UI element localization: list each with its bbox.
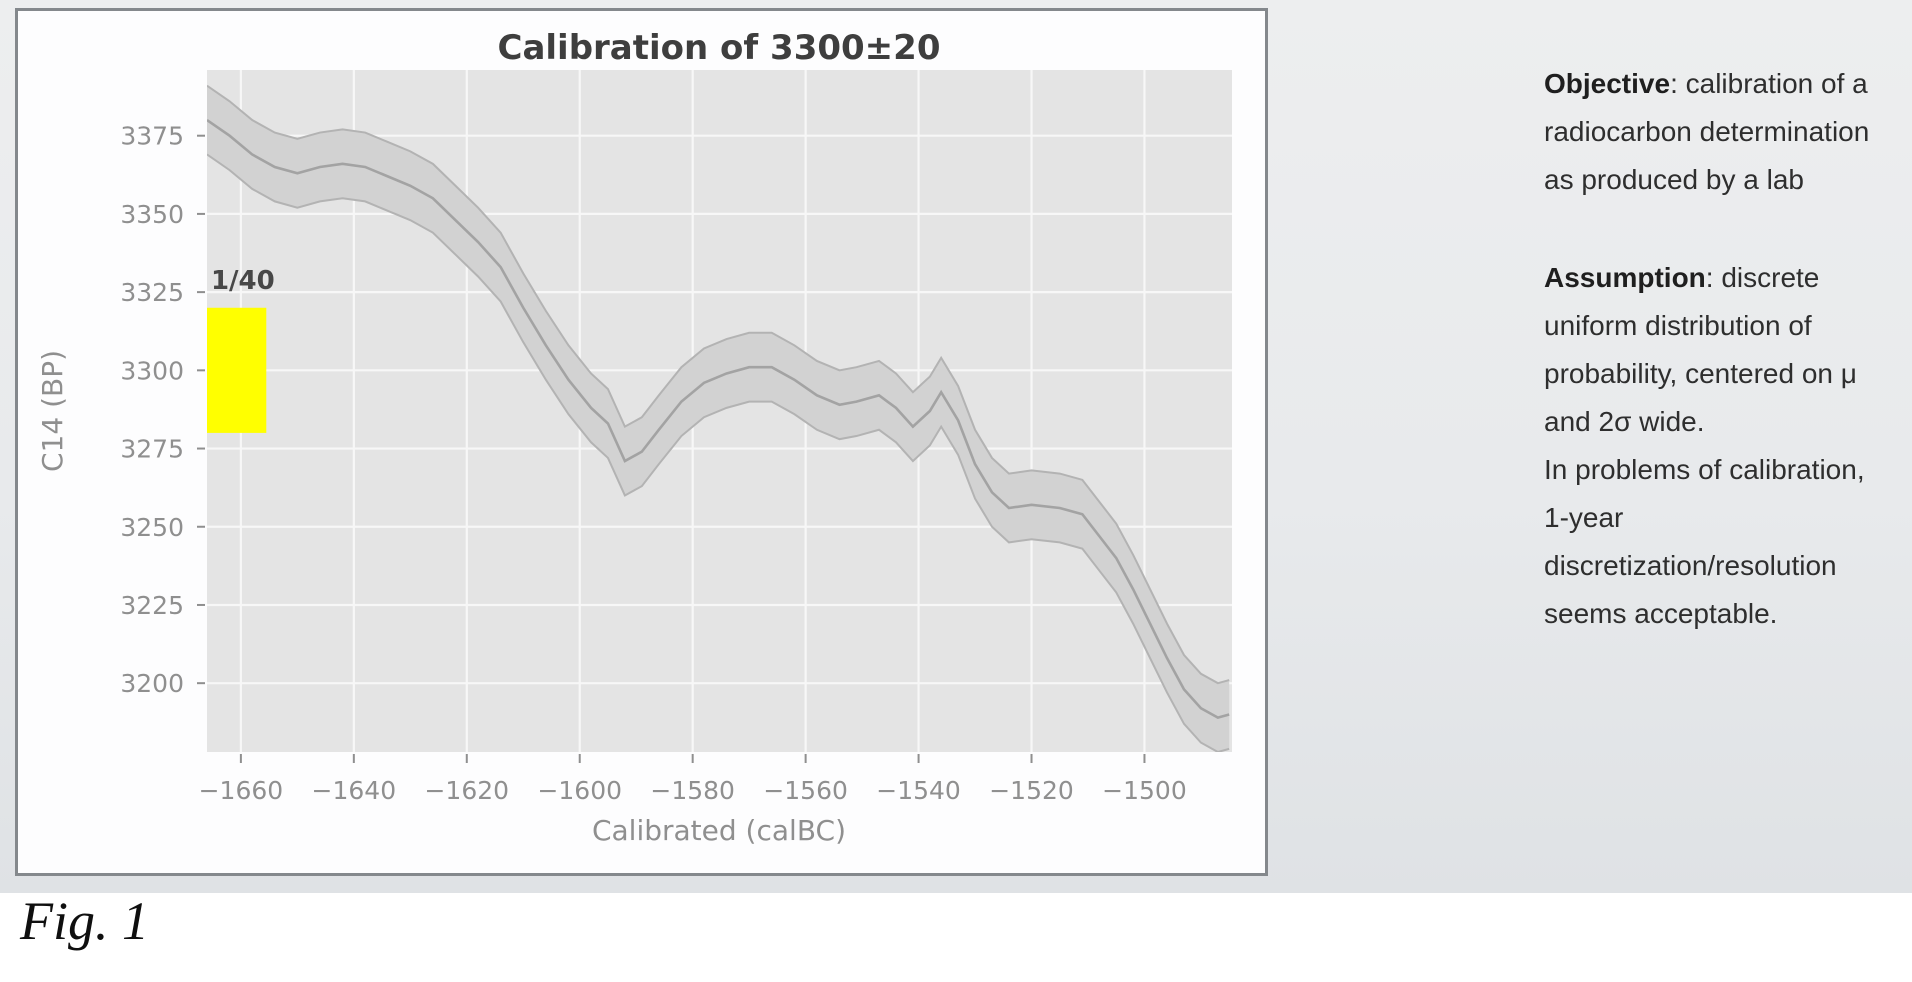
measurement-bar — [207, 307, 267, 433]
figure-caption: Fig. 1 — [20, 891, 149, 951]
y-tick-label: 3300 — [120, 356, 184, 385]
x-tick-label: −1600 — [537, 776, 622, 805]
y-tick-label: 3350 — [120, 200, 184, 229]
y-tick-label: 3375 — [120, 122, 184, 151]
y-tick-label: 3250 — [120, 513, 184, 542]
calibration-band-lower-edge — [207, 153, 1230, 752]
chart-title: Calibration of 3300±20 — [498, 28, 941, 68]
y-tick-label: 3275 — [120, 435, 184, 464]
x-tick-label: −1660 — [199, 776, 284, 805]
objective-paragraph: Objective: calibration of a radiocarbon … — [1544, 60, 1912, 204]
x-tick-label: −1560 — [763, 776, 848, 805]
notes-block: Objective: calibration of a radiocarbon … — [1544, 60, 1912, 638]
measurement-bar-label: 1/40 — [211, 266, 275, 296]
calibration-band — [207, 85, 1230, 752]
objective-lead: Objective — [1544, 68, 1671, 99]
x-tick-label: −1640 — [312, 776, 397, 805]
x-tick-label: −1520 — [989, 776, 1074, 805]
objective-text: : calibration of a radiocarbon determina… — [1544, 68, 1870, 195]
x-tick-label: −1500 — [1102, 776, 1187, 805]
y-axis-title: C14 (BP) — [36, 350, 69, 472]
assumption-paragraph: Assumption: discrete uniform distributio… — [1544, 254, 1912, 638]
y-tick-label: 3200 — [120, 669, 184, 698]
x-tick-label: −1580 — [650, 776, 735, 805]
y-tick-label: 3325 — [120, 278, 184, 307]
x-tick-label: −1620 — [424, 776, 509, 805]
assumption-lead: Assumption — [1544, 262, 1706, 293]
calibration-center-line — [207, 118, 1230, 719]
x-axis-title: Calibrated (calBC) — [592, 814, 846, 847]
calibration-band-upper-edge — [207, 84, 1230, 685]
x-tick-label: −1540 — [876, 776, 961, 805]
calibration-chart: 1/40−1660 −1640 −1620 −1600 −1580 −1560 −1540−… — [36, 28, 1232, 847]
assumption-text: : discrete uniform distribution of proba… — [1544, 262, 1865, 629]
calibration-chart-panel: 1/40 −1660 −1640 −1620 −1600 −1580 −1560 −1540−… — [15, 8, 1268, 876]
y-tick-label: 3225 — [120, 591, 184, 620]
